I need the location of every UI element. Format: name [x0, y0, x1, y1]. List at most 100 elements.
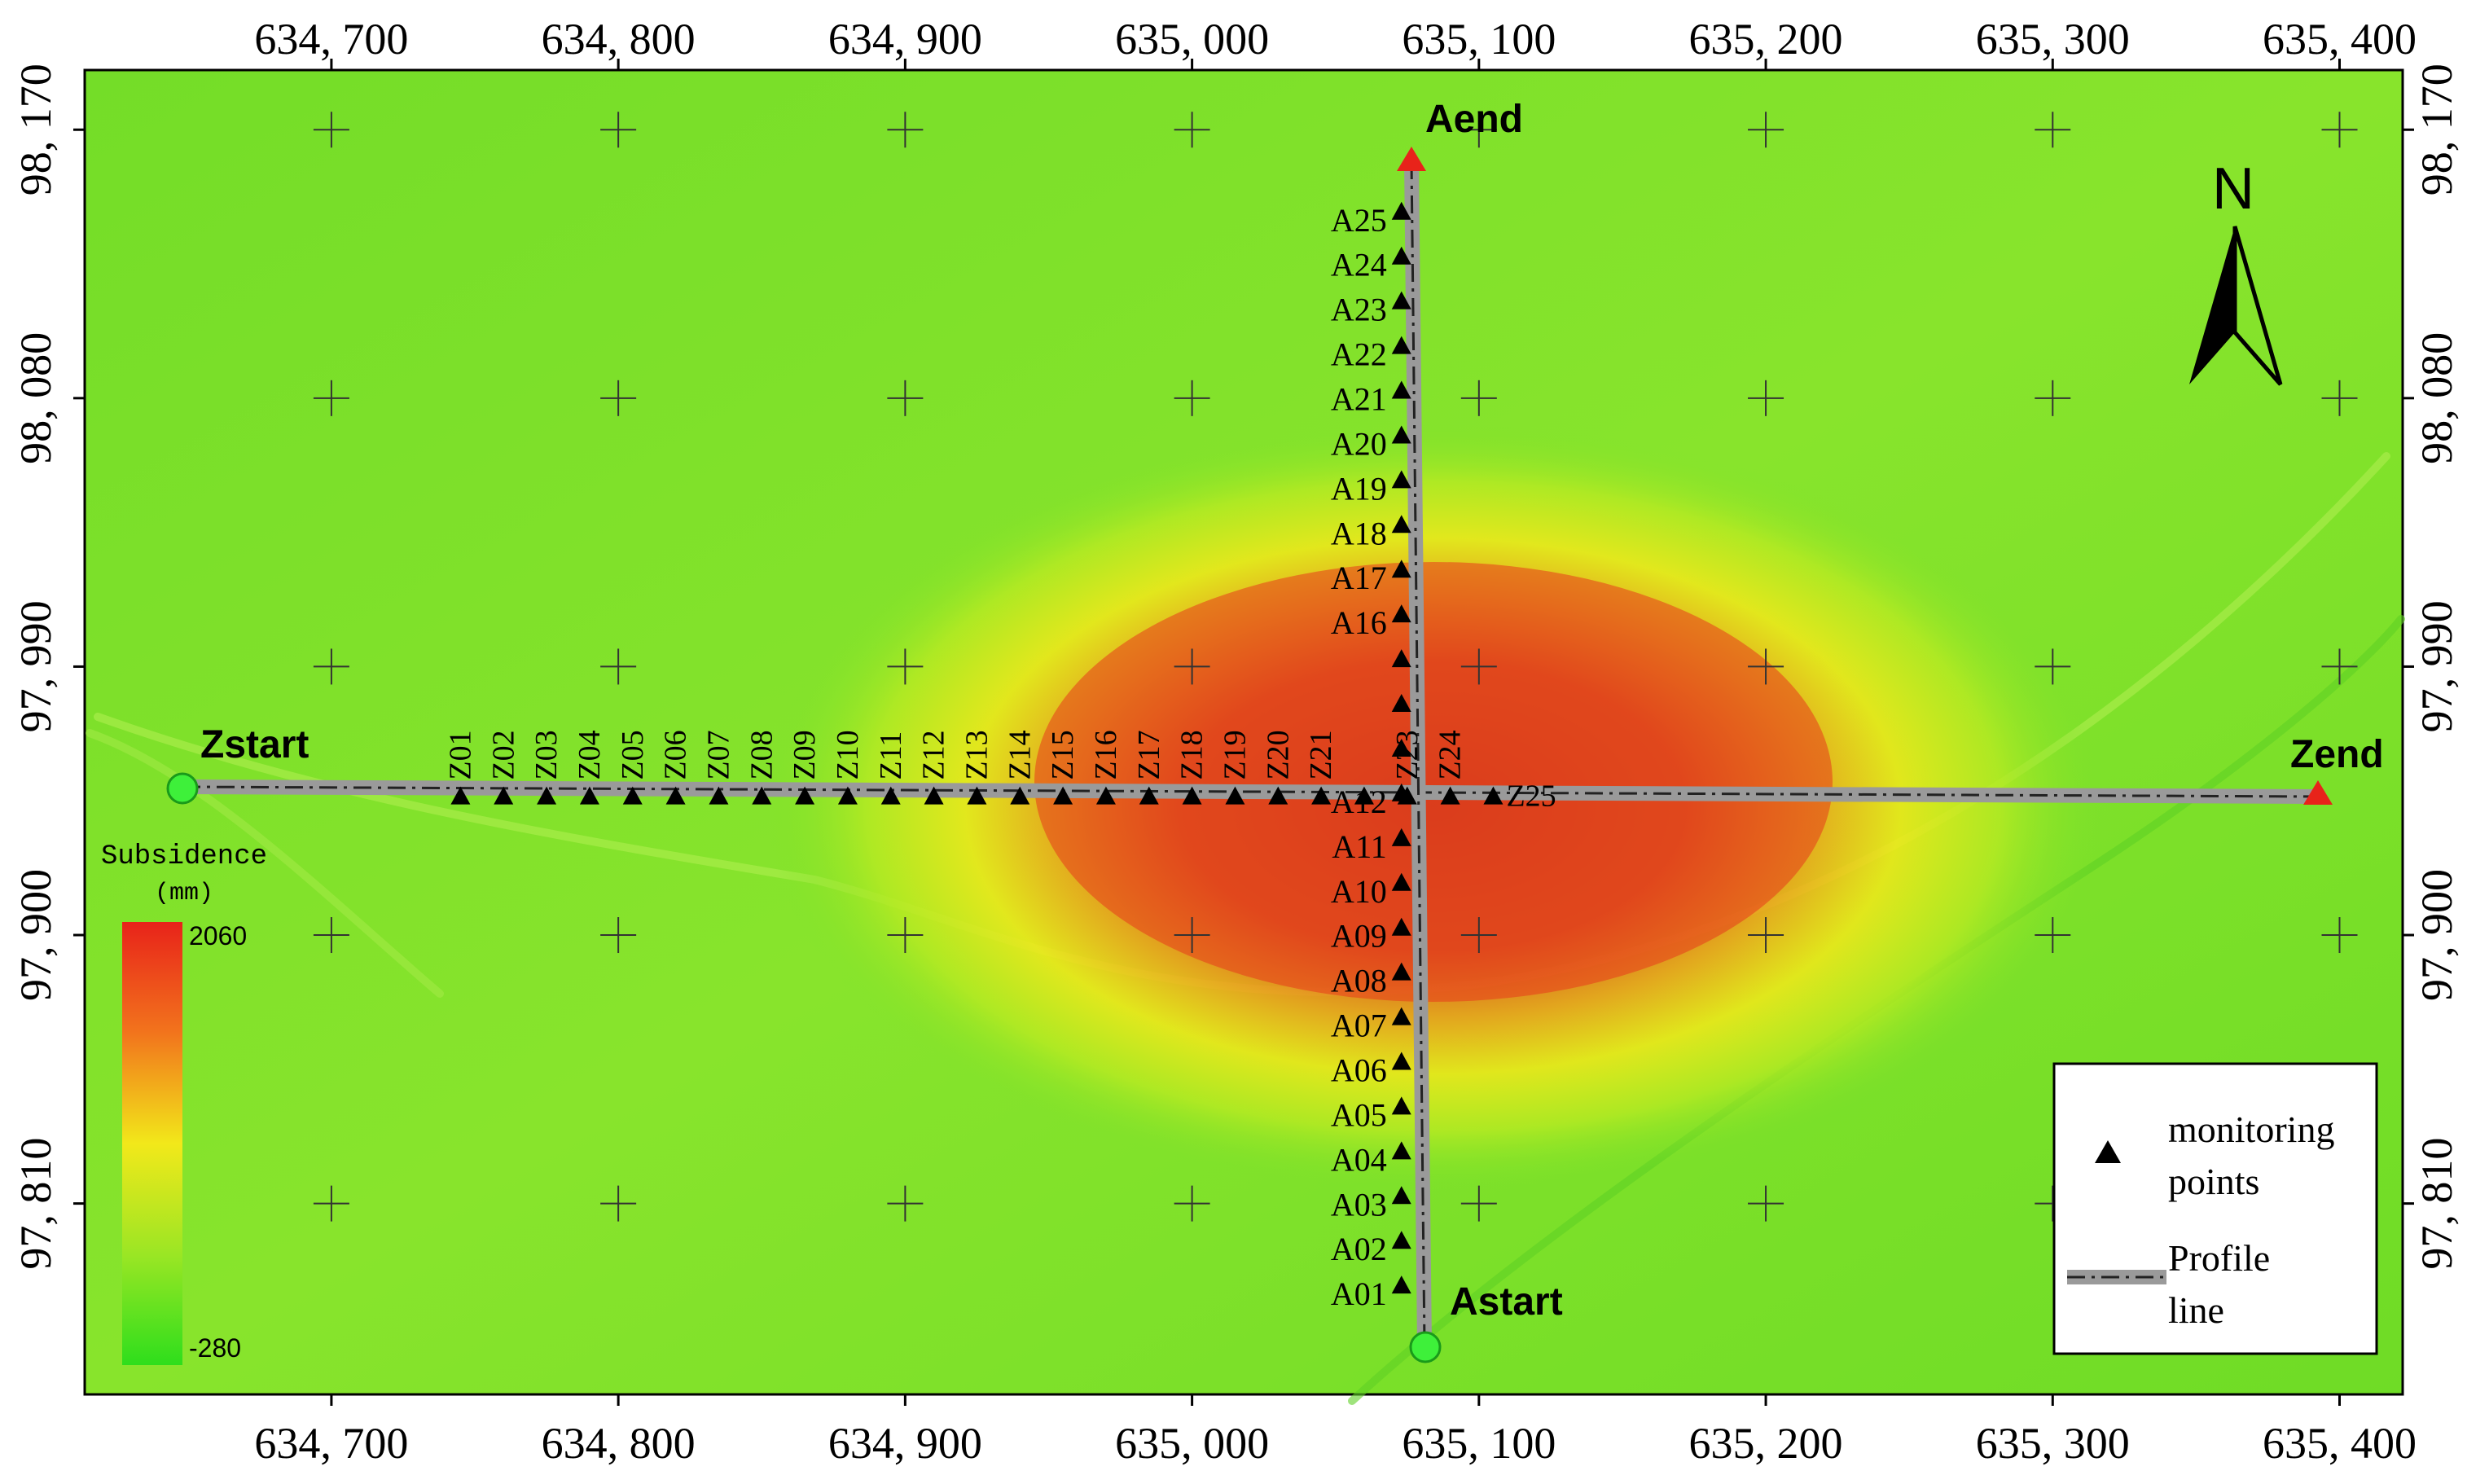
monitoring-point-z-label: Z02	[486, 730, 520, 779]
monitoring-point-a	[1391, 425, 1411, 444]
monitoring-point-z	[1397, 786, 1417, 805]
colorbar: Subsidence (mm) 2060 -280	[101, 841, 267, 1365]
monitoring-point-a	[1391, 1007, 1411, 1025]
monitoring-point-z-label: Z13	[959, 730, 994, 779]
monitoring-point-z	[967, 786, 987, 805]
monitoring-point-a-label: A01	[1331, 1275, 1387, 1312]
profile-endpoints: Zstart Zend Aend Astart	[166, 98, 2384, 1363]
astart-marker	[1409, 1331, 1442, 1363]
monitoring-point-z	[622, 786, 643, 805]
monitoring-point-z-label: Z24	[1433, 730, 1468, 779]
grid-cross	[1748, 917, 1784, 954]
grid-cross	[1460, 648, 1497, 685]
monitoring-point-z	[494, 786, 514, 805]
x-tick-label-top: 634, 700	[254, 15, 408, 64]
monitoring-point-z	[1483, 786, 1503, 805]
grid-cross	[2321, 648, 2358, 685]
x-tick-label-bottom: 635, 100	[1402, 1419, 1556, 1468]
monitoring-point-a-label: A03	[1331, 1186, 1387, 1223]
a-profile-line-dash	[1410, 160, 1426, 1346]
monitoring-point-z-label: Z01	[443, 730, 477, 779]
grid-cross	[313, 380, 349, 416]
monitoring-point-z	[1311, 786, 1332, 805]
monitoring-point-z	[450, 786, 471, 805]
monitoring-point-a	[1391, 649, 1411, 668]
grid-cross	[1460, 112, 1497, 148]
x-tick-label-bottom: 634, 800	[542, 1419, 696, 1468]
x-tick-label-top: 634, 800	[542, 15, 696, 64]
north-arrow: N	[2189, 156, 2283, 386]
grid-cross	[887, 917, 924, 954]
grid-cross	[1174, 1185, 1210, 1222]
monitoring-point-a-label: A25	[1331, 202, 1387, 239]
monitoring-point-a-label: A08	[1331, 963, 1387, 999]
monitoring-point-z-label: Z12	[917, 730, 951, 779]
monitoring-point-a	[1391, 1231, 1411, 1249]
monitoring-point-z-label: Z06	[659, 730, 693, 779]
x-tick-label-bottom: 635, 400	[2263, 1419, 2417, 1468]
axes: 634, 700 634, 700 634, 800 634, 800 634, 900…	[11, 15, 2461, 1468]
monitoring-point-z	[880, 786, 901, 805]
astart-label: Astart	[1450, 1280, 1563, 1324]
monitoring-point-z-label: Z16	[1089, 730, 1123, 779]
grid-cross	[1460, 917, 1497, 954]
monitoring-point-a	[1391, 470, 1411, 489]
y-tick-label-right: 97, 810	[2412, 1138, 2461, 1270]
monitoring-point-z-label: Z18	[1175, 730, 1209, 779]
legend-points-line2: points	[2168, 1161, 2259, 1202]
colorbar-min-label: -280	[189, 1333, 241, 1363]
monitoring-point-z	[752, 786, 772, 805]
monitoring-point-a-label: A16	[1331, 604, 1387, 641]
monitoring-point-z	[665, 786, 686, 805]
monitoring-point-z	[537, 786, 557, 805]
monitoring-point-a-label: A17	[1331, 560, 1387, 596]
monitoring-point-a-label: A24	[1331, 247, 1387, 283]
x-tick-label-top: 635, 300	[1976, 15, 2130, 64]
monitoring-point-a	[1391, 1052, 1411, 1070]
north-arrow-right-icon	[2232, 226, 2283, 386]
grid-cross	[600, 917, 637, 954]
y-tick-label-left: 97, 900	[11, 869, 60, 1001]
grid-cross	[600, 1185, 637, 1222]
monitoring-point-a	[1391, 1141, 1411, 1160]
x-tick-label-bottom: 634, 700	[254, 1419, 408, 1468]
monitoring-point-z	[709, 786, 729, 805]
zstart-label: Zstart	[200, 723, 309, 766]
monitoring-point-z-label: Z20	[1261, 730, 1295, 779]
monitoring-point-z-label: Z25	[1506, 779, 1556, 814]
grid-cross	[2321, 112, 2358, 148]
monitoring-point-z	[1095, 786, 1116, 805]
monitoring-point-a-label: A20	[1331, 425, 1387, 462]
monitoring-point-z	[924, 786, 944, 805]
monitoring-point-a-label: A07	[1331, 1008, 1387, 1044]
monitoring-point-a-label: A06	[1331, 1052, 1387, 1089]
monitoring-point-z	[579, 786, 599, 805]
monitoring-point-a	[1391, 872, 1411, 891]
grid-cross	[2321, 917, 2358, 954]
grid-cross	[600, 112, 637, 148]
grid-cross	[1748, 112, 1784, 148]
monitoring-point-a	[1391, 380, 1411, 399]
y-tick-label-right: 98, 170	[2412, 64, 2461, 195]
legend-profile-line2: line	[2168, 1289, 2224, 1331]
monitoring-point-z-label: Z19	[1218, 730, 1252, 779]
grid-cross	[887, 112, 924, 148]
grid-cross	[1174, 380, 1210, 416]
x-tick-label-top: 635, 400	[2263, 15, 2417, 64]
monitoring-point-z	[1225, 786, 1245, 805]
grid-cross	[2035, 112, 2071, 148]
legend-profile-line1: Profile	[2168, 1237, 2270, 1279]
grid-cross	[887, 380, 924, 416]
monitoring-point-a-label: A04	[1331, 1141, 1387, 1178]
grid-cross	[600, 380, 637, 416]
legend-box	[2052, 1062, 2378, 1355]
legend-points-line1: monitoring	[2168, 1109, 2334, 1150]
grid-cross	[887, 648, 924, 685]
grid-cross	[1748, 1185, 1784, 1222]
y-tick-label-left: 97, 990	[11, 600, 60, 732]
monitoring-point-z	[795, 786, 815, 805]
monitoring-point-z-label: Z10	[831, 730, 865, 779]
monitoring-point-a-label: A18	[1331, 515, 1387, 551]
monitoring-point-a-label: A10	[1331, 873, 1387, 910]
monitoring-point-z-label: Z03	[529, 730, 564, 779]
